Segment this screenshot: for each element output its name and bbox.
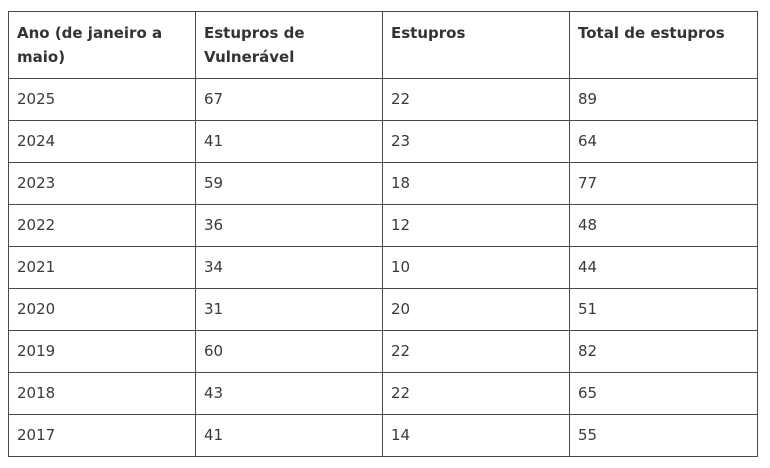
table-header: Ano (de janeiro a maio) Estupros de Vuln… — [8, 11, 758, 79]
cell-total-rapes: 64 — [569, 120, 758, 163]
table-row: 2019 60 22 82 — [8, 330, 758, 373]
cell-vulnerable-rapes: 34 — [195, 246, 383, 289]
cell-total-rapes: 82 — [569, 330, 758, 373]
cell-vulnerable-rapes: 60 — [195, 330, 383, 373]
cell-rapes: 22 — [382, 372, 570, 415]
cell-year: 2019 — [8, 330, 196, 373]
cell-year: 2021 — [8, 246, 196, 289]
cell-total-rapes: 89 — [569, 78, 758, 121]
cell-year: 2017 — [8, 414, 196, 457]
cell-vulnerable-rapes: 41 — [195, 414, 383, 457]
cell-total-rapes: 51 — [569, 288, 758, 331]
table-body: 2025 67 22 89 2024 41 23 64 2023 59 18 7… — [8, 78, 758, 457]
cell-year: 2022 — [8, 204, 196, 247]
cell-vulnerable-rapes: 67 — [195, 78, 383, 121]
table-row: 2024 41 23 64 — [8, 120, 758, 163]
table-row: 2023 59 18 77 — [8, 162, 758, 205]
cell-total-rapes: 77 — [569, 162, 758, 205]
cell-vulnerable-rapes: 31 — [195, 288, 383, 331]
cell-vulnerable-rapes: 36 — [195, 204, 383, 247]
cell-rapes: 10 — [382, 246, 570, 289]
cell-vulnerable-rapes: 59 — [195, 162, 383, 205]
table-row: 2017 41 14 55 — [8, 414, 758, 457]
cell-total-rapes: 65 — [569, 372, 758, 415]
cell-total-rapes: 55 — [569, 414, 758, 457]
table-row: 2025 67 22 89 — [8, 78, 758, 121]
header-total-rapes: Total de estupros — [569, 11, 758, 79]
header-row: Ano (de janeiro a maio) Estupros de Vuln… — [8, 11, 758, 79]
cell-rapes: 22 — [382, 330, 570, 373]
cell-year: 2024 — [8, 120, 196, 163]
cell-vulnerable-rapes: 41 — [195, 120, 383, 163]
cell-rapes: 23 — [382, 120, 570, 163]
data-table-container: Ano (de janeiro a maio) Estupros de Vuln… — [8, 11, 758, 457]
cell-year: 2023 — [8, 162, 196, 205]
header-vulnerable-rapes: Estupros de Vulnerável — [195, 11, 383, 79]
table-row: 2018 43 22 65 — [8, 372, 758, 415]
header-year: Ano (de janeiro a maio) — [8, 11, 196, 79]
cell-total-rapes: 44 — [569, 246, 758, 289]
cell-year: 2020 — [8, 288, 196, 331]
cell-year: 2025 — [8, 78, 196, 121]
table-row: 2020 31 20 51 — [8, 288, 758, 331]
cell-rapes: 20 — [382, 288, 570, 331]
cell-vulnerable-rapes: 43 — [195, 372, 383, 415]
cell-rapes: 14 — [382, 414, 570, 457]
cell-rapes: 18 — [382, 162, 570, 205]
cell-year: 2018 — [8, 372, 196, 415]
cell-rapes: 22 — [382, 78, 570, 121]
table-row: 2021 34 10 44 — [8, 246, 758, 289]
header-rapes: Estupros — [382, 11, 570, 79]
table-row: 2022 36 12 48 — [8, 204, 758, 247]
cell-total-rapes: 48 — [569, 204, 758, 247]
cell-rapes: 12 — [382, 204, 570, 247]
rape-statistics-table: Ano (de janeiro a maio) Estupros de Vuln… — [8, 11, 758, 457]
